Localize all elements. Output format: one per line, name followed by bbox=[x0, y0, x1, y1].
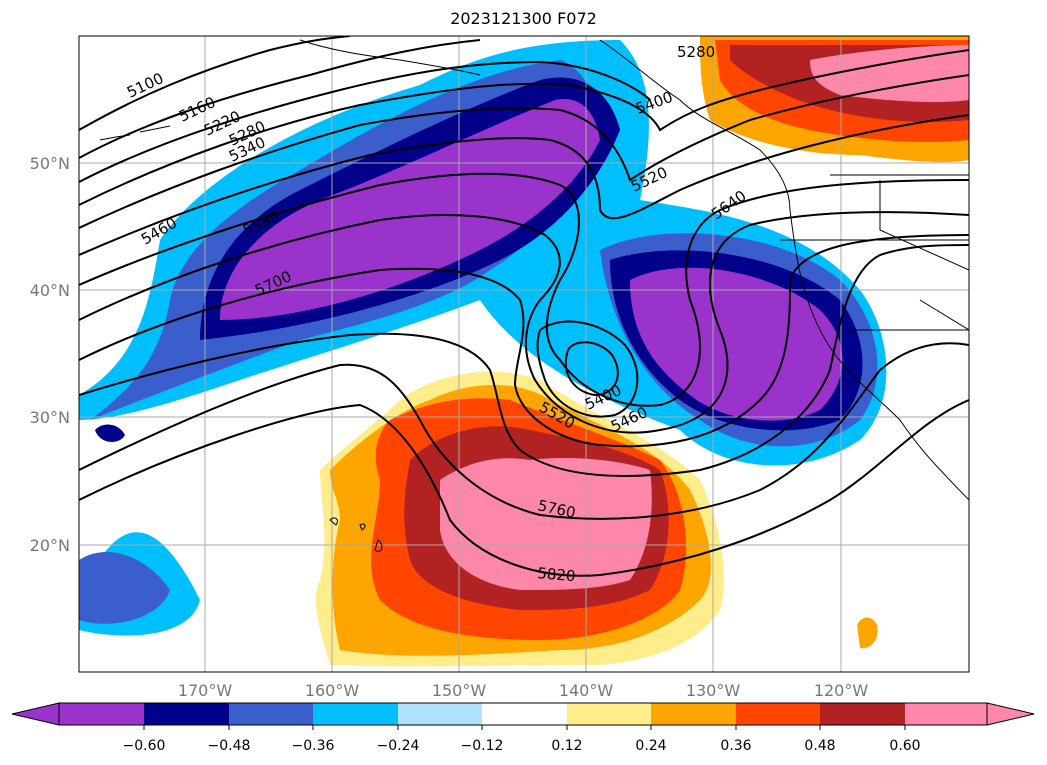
latitude-labels: 50°N 40°N 30°N 20°N bbox=[30, 154, 70, 555]
colorbar-swatch bbox=[59, 703, 144, 725]
lon-label: 150°W bbox=[432, 681, 487, 700]
lon-label: 130°W bbox=[686, 681, 741, 700]
colorbar-swatch bbox=[820, 703, 905, 725]
colorbar: −0.60 −0.48 −0.36 −0.24 −0.12 0.12 0.24 … bbox=[11, 702, 1035, 754]
colorbar-swatch bbox=[313, 703, 398, 725]
lat-label: 20°N bbox=[30, 536, 70, 555]
colorbar-swatch bbox=[482, 703, 567, 725]
colorbar-swatch bbox=[736, 703, 820, 725]
colorbar-swatch bbox=[398, 703, 482, 725]
colorbar-tick: −0.36 bbox=[292, 738, 335, 754]
colorbar-tick: 0.60 bbox=[889, 738, 920, 754]
colorbar-tick: −0.48 bbox=[208, 738, 251, 754]
colorbar-tick: −0.12 bbox=[461, 738, 504, 754]
longitude-labels: 170°W 160°W 150°W 140°W 130°W 120°W bbox=[178, 681, 869, 700]
coastlines bbox=[99, 39, 969, 552]
lon-label: 120°W bbox=[814, 681, 869, 700]
colorbar-swatch bbox=[229, 703, 313, 725]
colorbar-swatch bbox=[144, 703, 229, 725]
lat-label: 40°N bbox=[30, 281, 70, 300]
colorbar-swatch bbox=[905, 703, 987, 725]
colorbar-low-extension bbox=[11, 702, 60, 726]
lon-label: 160°W bbox=[305, 681, 360, 700]
colorbar-tick: 0.36 bbox=[720, 738, 751, 754]
colorbar-tick: 0.48 bbox=[804, 738, 835, 754]
colorbar-high-extension bbox=[986, 702, 1035, 726]
map-plot-area: 5100 5160 5220 5280 5340 5460 5580 5700 … bbox=[79, 36, 969, 672]
map-title: 2023121300 F072 bbox=[450, 9, 597, 28]
colorbar-swatch bbox=[567, 703, 651, 725]
negative-anomaly-field bbox=[79, 40, 887, 636]
contour-label: 5820 bbox=[537, 564, 577, 585]
height-contours bbox=[79, 36, 969, 577]
lat-label: 30°N bbox=[30, 408, 70, 427]
lon-label: 140°W bbox=[559, 681, 614, 700]
map-frame bbox=[78, 35, 970, 673]
colorbar-tick: 0.24 bbox=[635, 738, 666, 754]
colorbar-tick: −0.24 bbox=[377, 738, 420, 754]
colorbar-tick: 0.12 bbox=[551, 738, 582, 754]
contour-label: 5280 bbox=[677, 43, 715, 61]
lat-label: 50°N bbox=[30, 154, 70, 173]
colorbar-swatch bbox=[651, 703, 736, 725]
map-gridlines bbox=[79, 36, 969, 672]
lon-label: 170°W bbox=[178, 681, 233, 700]
colorbar-tick: −0.60 bbox=[123, 738, 166, 754]
